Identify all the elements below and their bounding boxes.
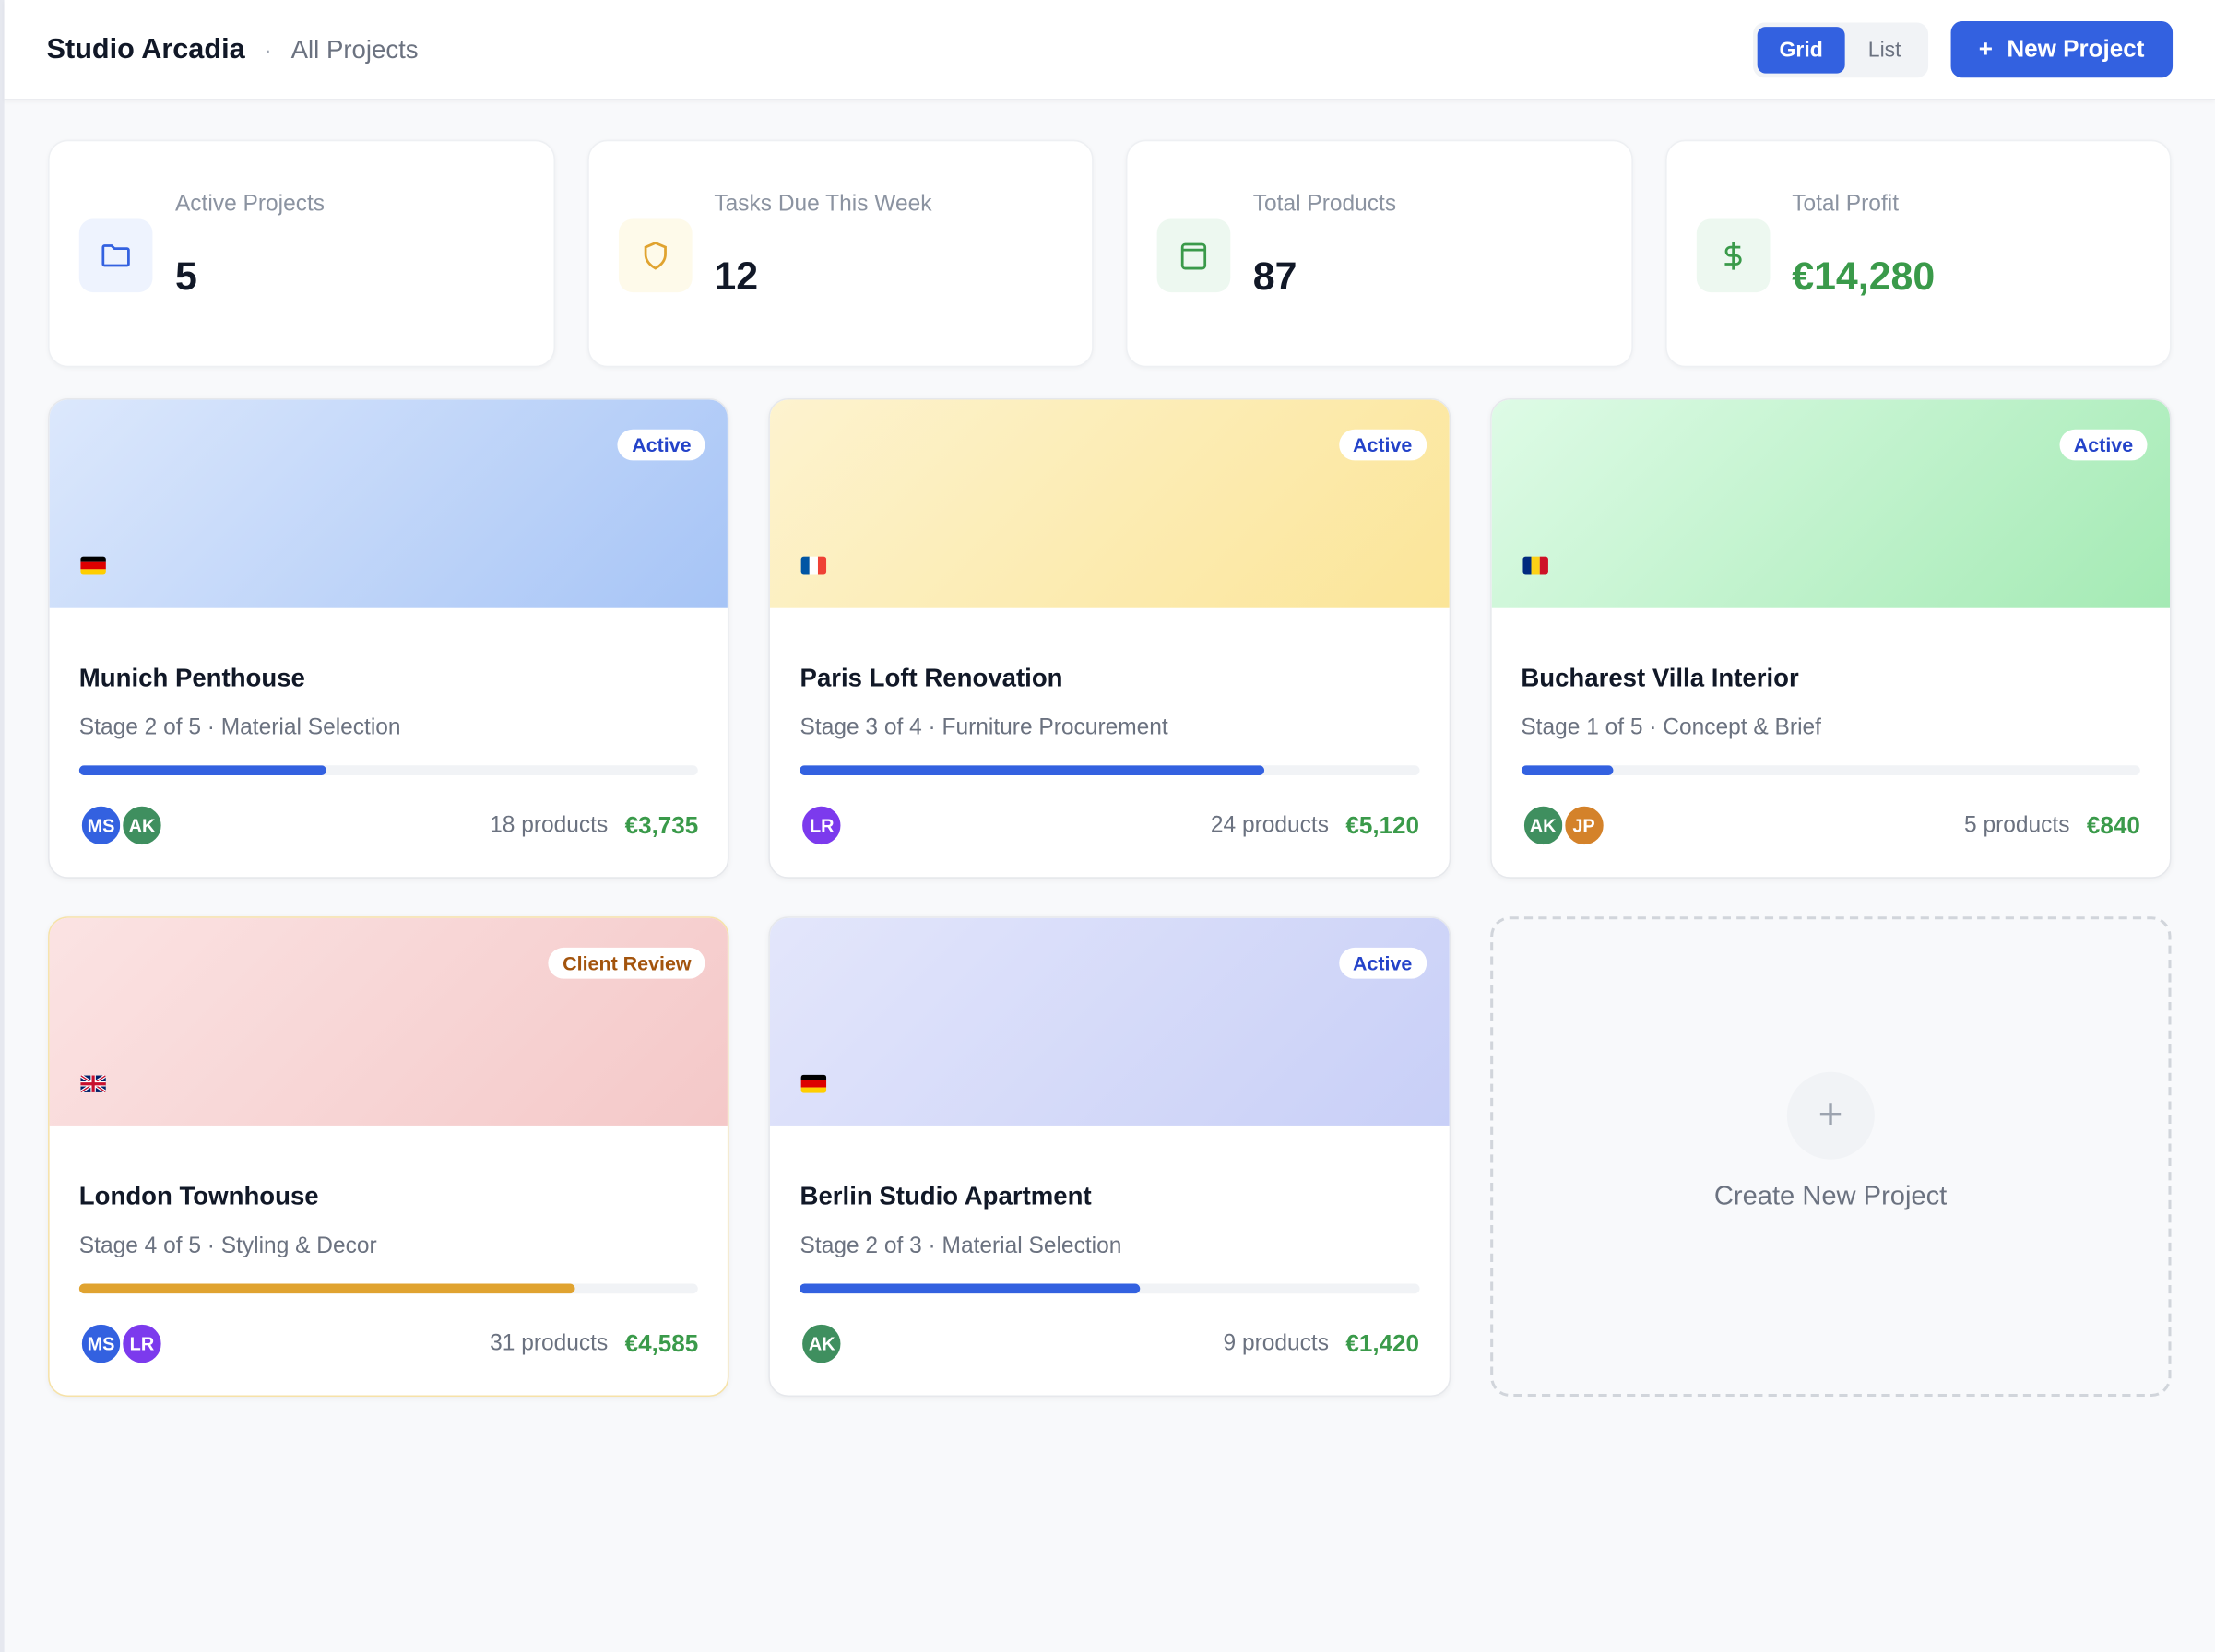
avatar[interactable]: JP bbox=[1561, 803, 1606, 848]
plus-icon: + bbox=[1786, 1071, 1875, 1160]
create-project-card[interactable]: + Create New Project bbox=[1489, 916, 2172, 1398]
project-stage: Stage 3 of 4 · Furniture Procurement bbox=[800, 715, 1168, 740]
project-card[interactable]: Active Bucharest Villa Interior Stage 1 … bbox=[1489, 397, 2172, 879]
project-cover: Active bbox=[1491, 399, 2170, 608]
brand-name: Studio Arcadia bbox=[46, 32, 245, 65]
stat-value: 5 bbox=[174, 254, 197, 299]
progress-bar bbox=[1521, 765, 2140, 776]
avatar[interactable]: LR bbox=[800, 803, 845, 848]
progress-fill bbox=[1521, 765, 1615, 776]
stat-card: Active Projects 5 bbox=[48, 139, 555, 368]
progress-fill bbox=[78, 765, 327, 776]
project-title[interactable]: Bucharest Villa Interior bbox=[1521, 663, 1799, 692]
view-toggle: Grid List bbox=[1752, 21, 1928, 77]
avatar[interactable]: MS bbox=[78, 1321, 124, 1366]
product-count: 5 products bbox=[1964, 812, 2070, 837]
project-profit: €3,735 bbox=[624, 811, 699, 839]
avatar[interactable]: AK bbox=[800, 1321, 845, 1366]
stat-card: Total Profit €14,280 bbox=[1664, 139, 2172, 368]
progress-fill bbox=[800, 1283, 1141, 1294]
avatar[interactable]: LR bbox=[120, 1321, 164, 1366]
flag-icon-de bbox=[80, 556, 106, 575]
project-profit: €1,420 bbox=[1345, 1329, 1420, 1357]
project-card[interactable]: Active Paris Loft Renovation Stage 3 of … bbox=[768, 397, 1451, 879]
project-profit: €5,120 bbox=[1345, 811, 1420, 839]
new-project-label: New Project bbox=[2007, 35, 2145, 63]
project-stage: Stage 2 of 5 · Material Selection bbox=[78, 715, 401, 740]
progress-fill bbox=[78, 1283, 574, 1294]
progress-fill bbox=[800, 765, 1265, 776]
status-badge: Active bbox=[1338, 947, 1427, 979]
stat-card: Total Products 87 bbox=[1125, 139, 1633, 368]
project-title[interactable]: Paris Loft Renovation bbox=[800, 663, 1063, 692]
stat-label: Tasks Due This Week bbox=[714, 192, 932, 217]
status-badge: Active bbox=[2059, 429, 2148, 461]
product-count: 9 products bbox=[1223, 1330, 1329, 1355]
progress-bar bbox=[800, 1283, 1420, 1294]
dollar-icon bbox=[1696, 218, 1770, 293]
plus-icon: + bbox=[1978, 35, 1994, 63]
project-cover: Client Review bbox=[49, 917, 728, 1126]
progress-bar bbox=[78, 1283, 699, 1294]
box-icon bbox=[1156, 218, 1231, 293]
project-stage: Stage 2 of 3 · Material Selection bbox=[800, 1233, 1122, 1258]
status-badge: Client Review bbox=[548, 947, 705, 979]
project-title[interactable]: Berlin Studio Apartment bbox=[800, 1182, 1092, 1210]
progress-bar bbox=[800, 765, 1420, 776]
project-title[interactable]: London Townhouse bbox=[78, 1182, 319, 1210]
project-cover: Active bbox=[49, 399, 728, 608]
flag-icon-gb bbox=[80, 1074, 106, 1093]
avatar[interactable]: MS bbox=[78, 803, 124, 848]
avatar[interactable]: AK bbox=[1521, 803, 1565, 848]
project-stage: Stage 4 of 5 · Styling & Decor bbox=[78, 1233, 377, 1258]
grid-view-button[interactable]: Grid bbox=[1757, 26, 1846, 73]
project-card[interactable]: Client Review London Townhouse Stage 4 o… bbox=[48, 916, 729, 1398]
avatar[interactable]: AK bbox=[120, 803, 164, 848]
project-profit: €840 bbox=[2086, 811, 2140, 839]
stat-label: Total Products bbox=[1252, 192, 1397, 217]
stats-row: Active Projects 5 Tasks Due This Week 12… bbox=[5, 100, 2215, 368]
project-stage: Stage 1 of 5 · Concept & Brief bbox=[1521, 715, 1821, 740]
project-card[interactable]: Active Munich Penthouse Stage 2 of 5 · M… bbox=[48, 397, 729, 879]
stat-value: 12 bbox=[714, 254, 759, 299]
status-badge: Active bbox=[617, 429, 705, 461]
flag-icon-de bbox=[801, 1074, 827, 1093]
product-count: 31 products bbox=[490, 1330, 609, 1355]
product-count: 18 products bbox=[490, 812, 609, 837]
project-grid: Active Munich Penthouse Stage 2 of 5 · M… bbox=[5, 367, 2215, 1398]
flag-icon-ro bbox=[1522, 556, 1548, 575]
top-bar: Studio Arcadia · All Projects Grid List … bbox=[4, 0, 2215, 100]
progress-bar bbox=[78, 765, 699, 776]
flag-icon-fr bbox=[801, 556, 827, 575]
stat-value: €14,280 bbox=[1792, 254, 1936, 299]
project-title[interactable]: Munich Penthouse bbox=[78, 663, 305, 692]
folder-icon bbox=[78, 218, 153, 293]
list-view-button[interactable]: List bbox=[1867, 37, 1901, 62]
stat-label: Total Profit bbox=[1792, 192, 1900, 217]
stat-value: 87 bbox=[1252, 254, 1297, 299]
breadcrumb[interactable]: All Projects bbox=[290, 34, 419, 64]
stat-card: Tasks Due This Week 12 bbox=[586, 139, 1094, 368]
shield-icon bbox=[618, 218, 692, 293]
status-badge: Active bbox=[1338, 429, 1427, 461]
project-cover: Active bbox=[770, 399, 1450, 608]
project-profit: €4,585 bbox=[624, 1329, 699, 1357]
create-project-label: Create New Project bbox=[1713, 1182, 1948, 1212]
new-project-button[interactable]: + New Project bbox=[1950, 20, 2174, 78]
project-card[interactable]: Active Berlin Studio Apartment Stage 2 o… bbox=[768, 916, 1451, 1398]
product-count: 24 products bbox=[1210, 812, 1329, 837]
project-cover: Active bbox=[770, 917, 1450, 1126]
stat-label: Active Projects bbox=[174, 192, 326, 217]
separator: · bbox=[265, 38, 272, 61]
